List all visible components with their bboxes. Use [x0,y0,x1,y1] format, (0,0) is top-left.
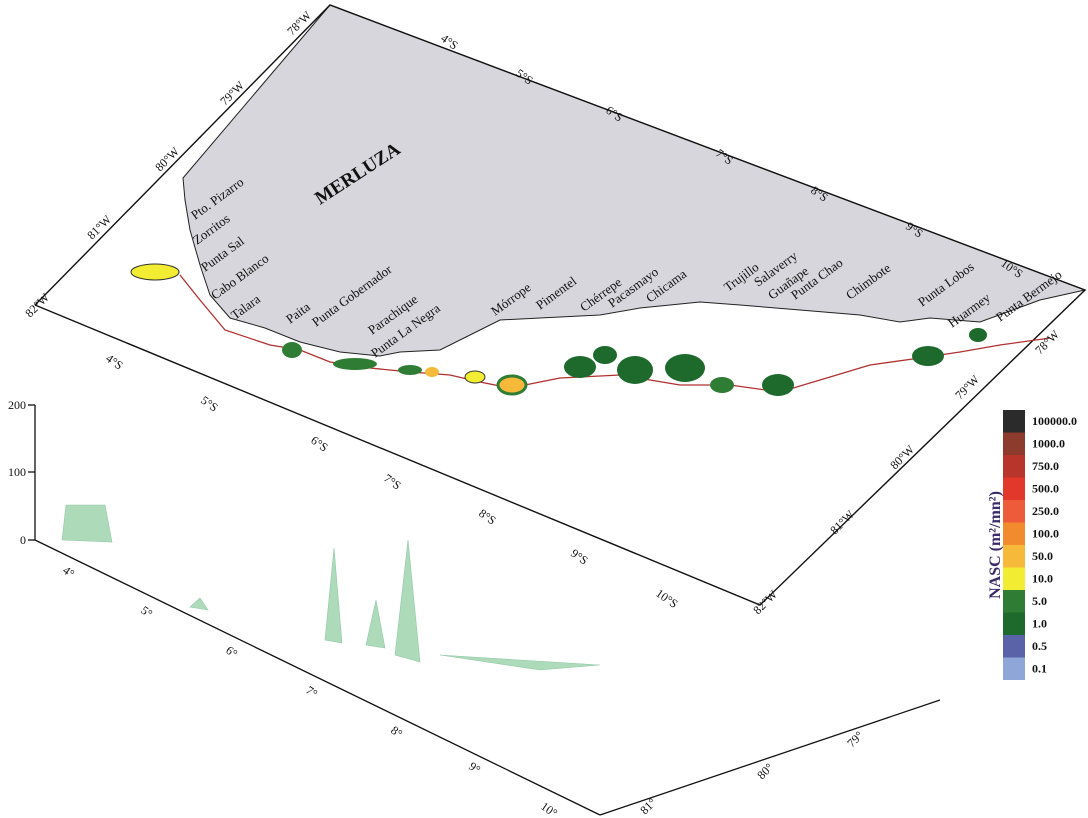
legend-label: 0.1 [1032,662,1047,676]
legend-swatch [1003,545,1025,568]
lon-label: 81°W [84,212,114,242]
z-label: 200 [8,398,26,412]
z-label: 100 [8,465,26,479]
legend-swatch [1003,590,1025,613]
lon-label: 78°W [1032,327,1062,357]
legend-swatch [1003,523,1025,546]
legend-label: 0.5 [1032,639,1047,653]
lat-label: 5°S [198,393,220,414]
lat-label: 9°S [568,546,590,567]
lon-label: 81° [637,795,659,817]
legend-label: 1000.0 [1032,437,1065,451]
land [183,5,1085,356]
lat-label: 7° [303,683,320,701]
legend-label: 750.0 [1032,459,1059,473]
lat-label: 5° [138,603,155,621]
lat-label: 10°S [653,586,680,611]
lon-label: 80° [754,760,776,782]
legend-label: 5.0 [1032,594,1047,608]
legend-label: 1.0 [1032,617,1047,631]
legend-swatch [1003,635,1025,658]
relief-peaks [62,505,600,670]
lat-label: 8° [388,723,405,741]
legend-swatch [1003,613,1025,636]
relief-axes [28,405,940,815]
legend-label: 10.0 [1032,572,1053,586]
lon-label: 79°W [952,372,982,402]
lat-label: 10° [538,799,560,818]
legend-label: 500.0 [1032,482,1059,496]
legend-swatch [1003,568,1025,591]
lon-label: 82°W [750,587,780,617]
lat-label: 4°S [103,351,125,372]
lat-label: 9° [466,759,483,777]
legend-swatch [1003,433,1025,456]
lon-label: 82°W [22,290,52,320]
lon-label: 81°W [827,507,857,537]
legend-label: 50.0 [1032,549,1053,563]
z-label: 0 [20,533,26,547]
legend-title: NASC (m²/mn²) [987,491,1004,599]
legend-swatch [1003,410,1025,433]
figure: MERLUZA NASC (m²/mn²) Pto. PizarroZorrit… [0,0,1088,818]
lat-label: 7°S [381,471,403,492]
legend-swatch [1003,478,1025,501]
legend-swatch [1003,658,1025,681]
lat-label: 4° [60,563,77,581]
legend-swatch [1003,455,1025,478]
legend-label: 250.0 [1032,504,1059,518]
legend-label: 100.0 [1032,527,1059,541]
legend-label: 100000.0 [1032,414,1077,428]
lat-label: 6° [223,643,240,661]
lat-label: 8°S [476,506,498,527]
lat-label: 6°S [308,433,330,454]
legend-swatch [1003,500,1025,523]
